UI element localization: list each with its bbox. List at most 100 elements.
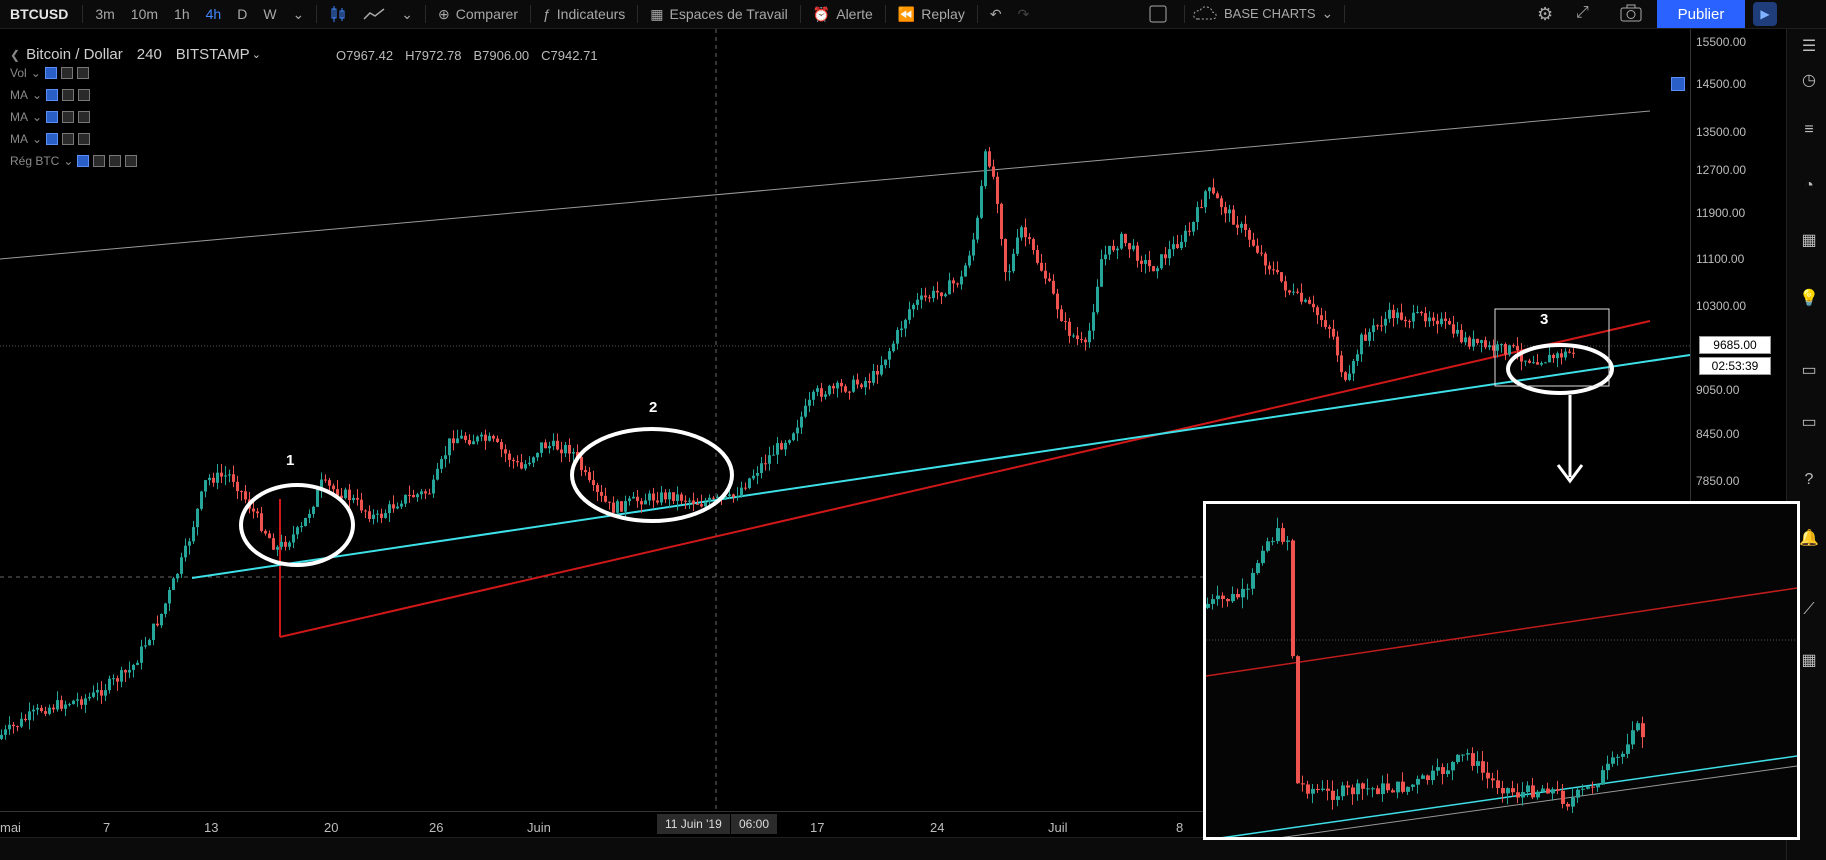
interval-4h[interactable]: 4h [205,6,222,22]
settings-icon[interactable] [93,155,106,167]
settings-icon[interactable] [62,133,75,145]
candle [56,700,59,710]
interval-d[interactable]: D [237,6,248,22]
candle [172,578,175,590]
candle [696,503,699,505]
indicator-ma-2[interactable]: MA ⌄ [10,110,91,124]
settings-icon[interactable] [62,89,75,101]
gear-icon[interactable]: ⚙ [1537,4,1554,24]
collapse-icon[interactable]: ❮ [10,47,21,62]
notification-bell-icon[interactable]: 🔔 [1799,530,1819,547]
list-icon[interactable]: ≡ [1804,121,1814,138]
symbol-search[interactable]: BTCUSD [10,6,69,22]
close-icon[interactable] [78,133,91,145]
line-chart-icon[interactable] [355,0,393,28]
indicators-button[interactable]: ƒ Indicateurs [535,0,633,28]
chevron-down-icon[interactable]: ⌄ [30,66,41,80]
legend-exchange: BITSTAMP [175,46,250,63]
eye-icon[interactable] [46,111,59,123]
fullscreen-toggle[interactable] [1148,4,1168,27]
play-icon[interactable]: ▶ [1753,2,1777,26]
chat-icon[interactable]: ▭ [1801,362,1817,379]
candle [572,451,575,454]
interval-w[interactable]: W [263,6,277,22]
eye-icon[interactable] [46,133,59,145]
price-chart[interactable] [0,29,1691,811]
chevron-down-icon[interactable]: ⌄ [251,49,261,61]
clock-icon[interactable]: ◷ [1802,72,1816,89]
arrow-head [1556,464,1584,484]
candle [1148,260,1151,267]
settings-icon[interactable] [60,67,73,79]
candle [504,449,507,454]
calendar-icon[interactable]: ▦ [1801,232,1817,249]
close-icon[interactable] [78,89,91,101]
candle [1448,320,1451,325]
interval-10m[interactable]: 10m [130,6,159,22]
eye-icon[interactable] [77,155,90,167]
candles-icon[interactable] [321,0,355,28]
candle [1341,785,1345,797]
maximize-icon[interactable]: ⤢ [1576,4,1589,21]
publish-button[interactable]: Publier [1657,0,1745,28]
interval-3m[interactable]: 3m [95,6,115,22]
replay-button[interactable]: ⏪ Replay [890,0,973,28]
close-icon[interactable] [78,111,91,123]
help-icon[interactable]: ? [1804,471,1814,488]
chevron-down-icon[interactable]: ⌄ [32,88,43,102]
chart-pane[interactable] [0,29,1691,811]
indicator-ma-3[interactable]: MA ⌄ [10,132,91,146]
stream-icon[interactable]: ▭ [1801,414,1817,431]
candle [1621,753,1625,757]
candle [768,455,771,464]
candle [1464,337,1467,343]
layout-selector[interactable]: BASE CHARTS ⌄ [1192,4,1333,22]
chevron-down-icon[interactable]: ⌄ [292,5,305,22]
candle [1220,198,1223,208]
scale-toggle-icon[interactable] [1671,77,1685,91]
chevron-down-icon[interactable]: ⌄ [401,5,413,22]
compare-button[interactable]: ⊕ Comparer [430,0,526,28]
trend-icon[interactable]: ⟋ [1803,601,1815,618]
candle [344,489,347,499]
candle [1508,345,1511,355]
candle [1528,360,1531,363]
indicator-ma-1[interactable]: MA ⌄ [10,88,91,102]
grid-icon[interactable]: ▦ [1801,652,1817,669]
workspaces-button[interactable]: ▦ Espaces de Travail [642,0,796,28]
candle [912,304,915,310]
candle [124,670,127,673]
divider [1344,5,1345,23]
redo-icon[interactable]: ↷ [1017,5,1030,22]
eye-icon[interactable] [44,67,57,79]
idea-icon[interactable]: 💡 [1799,290,1819,307]
chevron-down-icon[interactable]: ⌄ [32,132,43,146]
candle [1180,241,1183,249]
watchlist-icon[interactable]: ☰ [1801,38,1817,55]
candle [660,492,663,503]
eye-icon[interactable] [46,89,59,101]
candle [1551,789,1555,794]
candle [396,506,399,509]
candle [832,385,835,389]
candle [1261,550,1265,564]
settings-icon[interactable] [62,111,75,123]
interval-1h[interactable]: 1h [174,6,190,22]
chevron-down-icon[interactable]: ⌄ [32,110,43,124]
alert-button[interactable]: ⏰ Alerte [805,0,881,28]
close-icon[interactable] [76,67,89,79]
candle [60,700,63,709]
candle [1564,351,1567,358]
candle [820,388,823,397]
candle [684,500,687,502]
camera-icon[interactable] [1620,4,1642,25]
close-icon[interactable] [125,155,138,167]
indicator-volume[interactable]: Vol ⌄ [10,66,89,80]
candle [596,485,599,492]
chevron-down-icon[interactable]: ⌄ [63,154,74,168]
indicator-reg-btc[interactable]: Rég BTC ⌄ [10,154,138,168]
undo-icon[interactable]: ↶ [989,5,1002,22]
hotlist-icon[interactable]: ◔ [1804,177,1814,194]
symbol-legend[interactable]: ❮ Bitcoin / Dollar 240 BITSTAMP ⌄ [10,46,261,63]
braces-icon[interactable] [109,155,122,167]
